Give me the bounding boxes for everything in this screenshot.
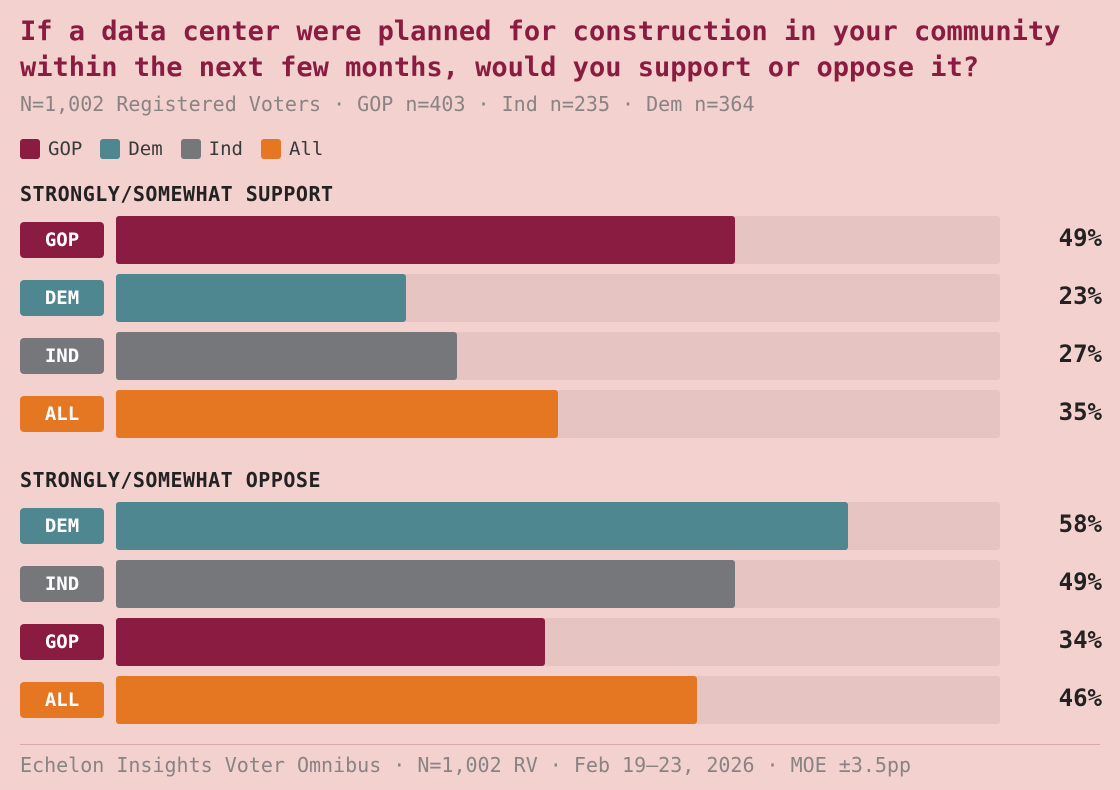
category-badge: ALL	[20, 396, 104, 432]
category-badge: DEM	[20, 508, 104, 544]
chart-subtitle: N=1,002 Registered Voters · GOP n=403 · …	[20, 92, 755, 116]
bar	[116, 274, 406, 322]
bar-value-label: 46%	[1058, 684, 1102, 712]
bar-track	[116, 332, 1000, 380]
bar	[116, 332, 457, 380]
bar	[116, 618, 545, 666]
legend: GOP Dem Ind All	[20, 138, 323, 160]
bar-track	[116, 502, 1000, 550]
legend-label: Ind	[208, 138, 243, 160]
bar-row-all: ALL 46%	[20, 676, 1102, 724]
section-title: STRONGLY/SOMEWHAT OPPOSE	[20, 468, 321, 492]
legend-item-all: All	[260, 138, 324, 160]
legend-item-ind: Ind	[180, 138, 243, 160]
legend-swatch	[260, 139, 281, 159]
bar-value-label: 58%	[1058, 510, 1102, 538]
footer-divider	[20, 744, 1100, 745]
bar-track	[116, 560, 1000, 608]
section-title: STRONGLY/SOMEWHAT SUPPORT	[20, 182, 334, 206]
legend-item-dem: Dem	[100, 138, 163, 160]
bar-value-label: 34%	[1058, 626, 1102, 654]
legend-label: All	[288, 138, 324, 160]
bar-row-dem: DEM 23%	[20, 274, 1102, 322]
bar-value-label: 23%	[1058, 282, 1102, 310]
bar-value-label: 49%	[1058, 224, 1102, 252]
bar-row-all: ALL 35%	[20, 390, 1102, 438]
legend-swatch	[180, 139, 201, 159]
bar-row-gop: GOP 49%	[20, 216, 1102, 264]
bar-track	[116, 216, 1000, 264]
bar	[116, 390, 558, 438]
legend-label: Dem	[128, 138, 163, 160]
bar	[116, 560, 735, 608]
chart-title: If a data center were planned for constr…	[20, 16, 1061, 83]
bar-track	[116, 676, 1000, 724]
category-badge: IND	[20, 338, 104, 374]
category-badge: ALL	[20, 682, 104, 718]
category-badge: IND	[20, 566, 104, 602]
bar	[116, 502, 848, 550]
bar-row-ind: IND 49%	[20, 560, 1102, 608]
bar-row-gop: GOP 34%	[20, 618, 1102, 666]
bar-track	[116, 274, 1000, 322]
legend-label: GOP	[48, 138, 83, 160]
category-badge: DEM	[20, 280, 104, 316]
bar	[116, 676, 697, 724]
bar-value-label: 35%	[1058, 398, 1102, 426]
bar-value-label: 27%	[1058, 340, 1102, 368]
legend-swatch	[20, 139, 40, 159]
legend-item-gop: GOP	[20, 138, 82, 160]
category-badge: GOP	[20, 624, 104, 660]
bar	[116, 216, 735, 264]
bar-row-ind: IND 27%	[20, 332, 1102, 380]
bar-track	[116, 390, 1000, 438]
bar-value-label: 49%	[1058, 568, 1102, 596]
bar-row-dem: DEM 58%	[20, 502, 1102, 550]
bar-track	[116, 618, 1000, 666]
legend-swatch	[100, 139, 121, 159]
chart-footer: Echelon Insights Voter Omnibus · N=1,002…	[20, 753, 912, 777]
category-badge: GOP	[20, 222, 104, 258]
